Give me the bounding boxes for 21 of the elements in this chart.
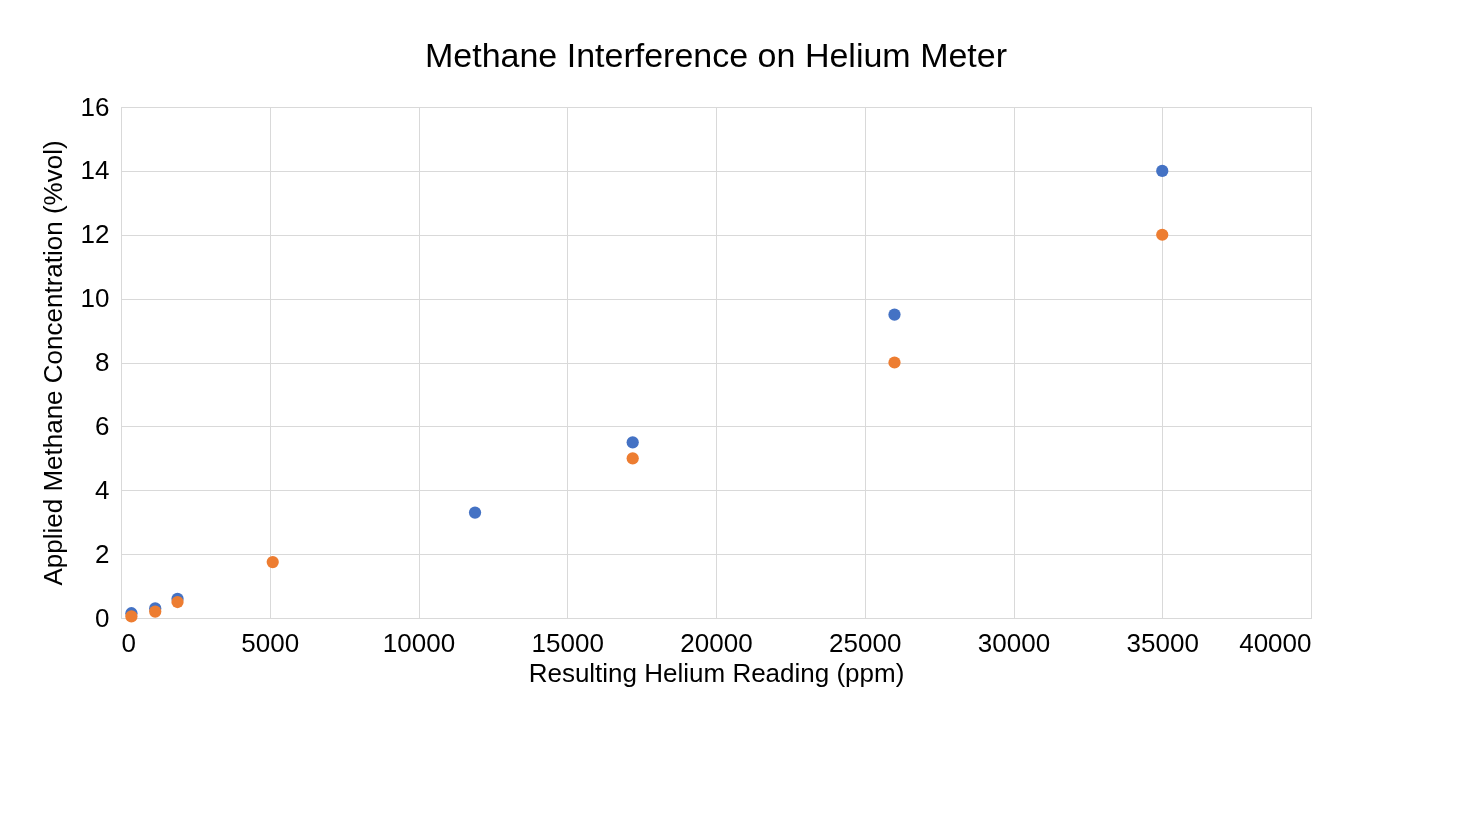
x-axis-title: Resulting Helium Reading (ppm): [528, 657, 905, 688]
y-tick-label: 6: [95, 410, 110, 441]
y-tick-label: 16: [80, 91, 110, 122]
x-tick-label: 10000: [382, 627, 456, 658]
x-tick-label: 25000: [829, 627, 902, 658]
x-tick-label: 35000: [1126, 627, 1199, 658]
y-tick-label: 10: [80, 283, 110, 314]
y-tick-label: 2: [95, 538, 110, 569]
y-tick-label: 0: [95, 602, 110, 633]
y-tick-label: 8: [95, 347, 110, 377]
x-tick-label: 20000: [680, 627, 753, 658]
chart-title: Methane Interference on Helium Meter: [424, 36, 1008, 74]
y-axis-title: Applied Methane Concentration (%vol): [37, 140, 68, 586]
x-tick-label: 0: [121, 627, 136, 658]
y-tick-label: 12: [80, 219, 110, 250]
x-tick-label: 5000: [241, 627, 300, 658]
x-tick-label: 15000: [531, 627, 604, 658]
x-tick-label: 30000: [977, 627, 1051, 658]
y-tick-label: 4: [95, 474, 110, 505]
y-tick-label: 14: [80, 155, 110, 186]
x-tick-label: 40000: [1239, 627, 1312, 658]
